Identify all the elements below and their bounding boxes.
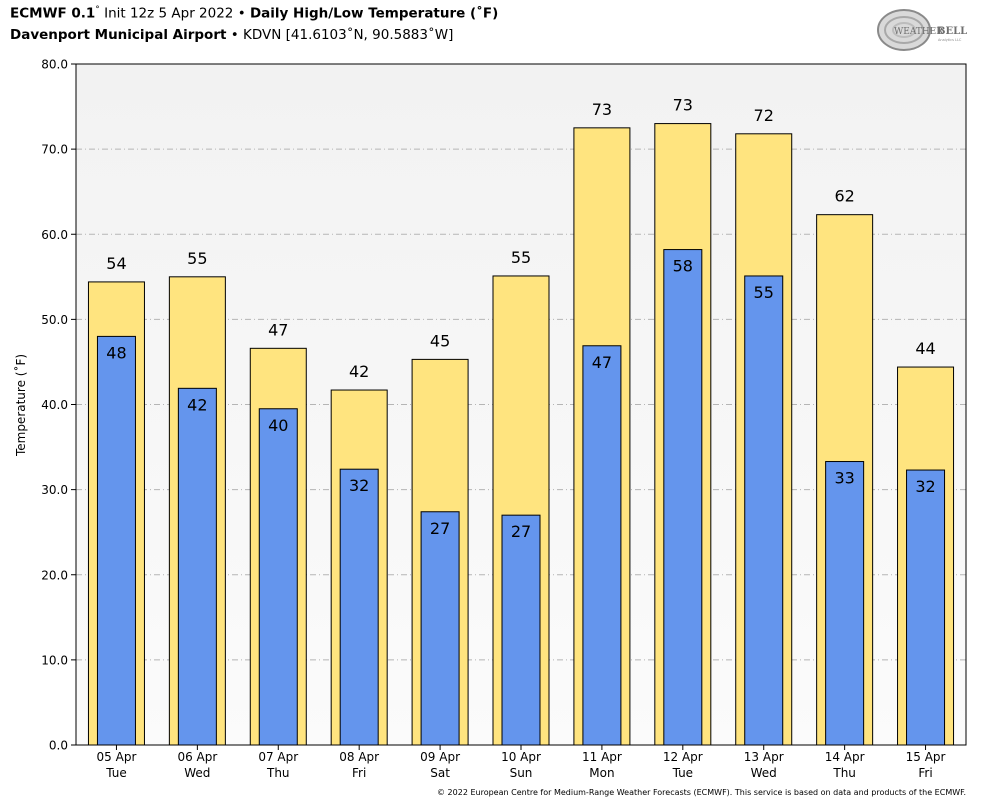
logo-text-left: WEATHER <box>894 27 943 37</box>
low-temp-label: 58 <box>673 257 693 276</box>
low-temp-label: 32 <box>349 476 369 495</box>
low-temp-bar <box>96 335 136 746</box>
y-tick-label: 10.0 <box>41 653 68 667</box>
x-tick-label-day: Fri <box>352 766 366 780</box>
bars <box>87 123 955 746</box>
init-time: Init 12z 5 Apr 2022 • <box>99 5 250 22</box>
x-tick-label-day: Wed <box>751 766 777 780</box>
x-tick-label-date: 11 Apr <box>582 750 622 764</box>
station-name: Davenport Municipal Airport <box>10 27 227 43</box>
y-tick-label: 50.0 <box>41 313 68 327</box>
low-temp-bar <box>825 461 865 746</box>
low-temp-bar <box>177 387 217 746</box>
low-temp-label: 40 <box>268 416 288 435</box>
high-temp-label: 44 <box>915 339 935 358</box>
x-tick-label-day: Thu <box>832 766 856 780</box>
high-temp-label: 42 <box>349 362 369 381</box>
high-temp-label: 72 <box>754 106 774 125</box>
x-tick-label-day: Tue <box>105 766 127 780</box>
x-tick-label-date: 10 Apr <box>501 750 541 764</box>
x-tick-label-date: 09 Apr <box>420 750 460 764</box>
value-labels: 54 48 55 42 47 40 42 32 45 27 55 27 73 47 73 58 72 55 62 33… <box>106 96 935 542</box>
x-tick-label-date: 15 Apr <box>906 750 946 764</box>
product-name: Daily High/Low Temperature (˚F) <box>249 5 499 22</box>
low-temp-bar <box>258 408 298 746</box>
low-temp-bar <box>906 469 946 746</box>
x-tick-label-date: 07 Apr <box>258 750 298 764</box>
x-tick-label-date: 12 Apr <box>663 750 703 764</box>
y-tick-label: 80.0 <box>41 58 68 72</box>
low-temp-label: 33 <box>834 469 854 488</box>
high-temp-label: 47 <box>268 320 288 339</box>
x-axis: 05 Apr Tue 06 Apr Wed 07 Apr Thu 08 Apr Fri 09 A… <box>97 745 946 780</box>
low-temp-label: 32 <box>915 477 935 496</box>
y-tick-label: 60.0 <box>41 228 68 242</box>
x-tick-label-date: 13 Apr <box>744 750 784 764</box>
x-tick-label-day: Mon <box>589 766 614 780</box>
degree-mark: ° <box>95 5 100 15</box>
logo-subtext: Analytics LLC <box>938 38 962 42</box>
x-tick-label-day: Sun <box>510 766 533 780</box>
high-temp-label: 54 <box>106 254 126 273</box>
x-tick-label-day: Tue <box>672 766 694 780</box>
high-temp-label: 45 <box>430 331 450 350</box>
x-tick-label-day: Thu <box>266 766 290 780</box>
y-tick-label: 40.0 <box>41 398 68 412</box>
low-temp-label: 55 <box>754 283 774 302</box>
model-name: ECMWF 0.1 <box>10 5 96 22</box>
low-temp-label: 48 <box>106 343 126 362</box>
y-tick-label: 20.0 <box>41 568 68 582</box>
x-tick-label-date: 05 Apr <box>97 750 137 764</box>
x-tick-label-date: 08 Apr <box>339 750 379 764</box>
high-temp-label: 62 <box>834 187 854 206</box>
x-tick-label-date: 06 Apr <box>177 750 217 764</box>
copyright-footer: © 2022 European Centre for Medium-Range … <box>437 788 966 797</box>
high-temp-label: 55 <box>187 249 207 268</box>
low-temp-bar <box>339 468 379 746</box>
x-tick-label-day: Wed <box>184 766 210 780</box>
chart-subtitle: Davenport Municipal Airport • KDVN [41.6… <box>10 27 453 43</box>
low-temp-label: 42 <box>187 395 207 414</box>
y-axis: 0.0 10.0 20.0 30.0 40.0 50.0 60.0 70.0 80.0 <box>41 58 76 753</box>
low-temp-label: 47 <box>592 353 612 372</box>
low-temp-bar <box>420 511 460 746</box>
low-temp-label: 27 <box>430 519 450 538</box>
station-info: • KDVN [41.6103˚N, 90.5883˚W] <box>226 27 454 43</box>
x-tick-label-date: 14 Apr <box>825 750 865 764</box>
low-temp-bar <box>663 249 703 746</box>
y-axis-label: Temperature (˚F) <box>13 354 28 457</box>
low-temp-label: 27 <box>511 522 531 541</box>
y-tick-label: 30.0 <box>41 483 68 497</box>
y-tick-label: 70.0 <box>41 143 68 157</box>
high-temp-label: 55 <box>511 248 531 267</box>
low-temp-bar <box>501 514 541 746</box>
low-temp-bar <box>744 275 784 746</box>
y-tick-label: 0.0 <box>49 739 68 753</box>
logo-text-right: BELL <box>937 26 967 37</box>
chart-title: ECMWF 0.1° Init 12z 5 Apr 2022 • Daily H… <box>10 5 498 22</box>
x-tick-label-day: Fri <box>918 766 932 780</box>
weatherbell-logo: WEATHER BELL Analytics LLC <box>877 9 967 51</box>
low-temp-bar <box>582 345 622 746</box>
high-temp-label: 73 <box>673 96 693 115</box>
x-tick-label-day: Sat <box>430 766 450 780</box>
high-temp-label: 73 <box>592 100 612 119</box>
